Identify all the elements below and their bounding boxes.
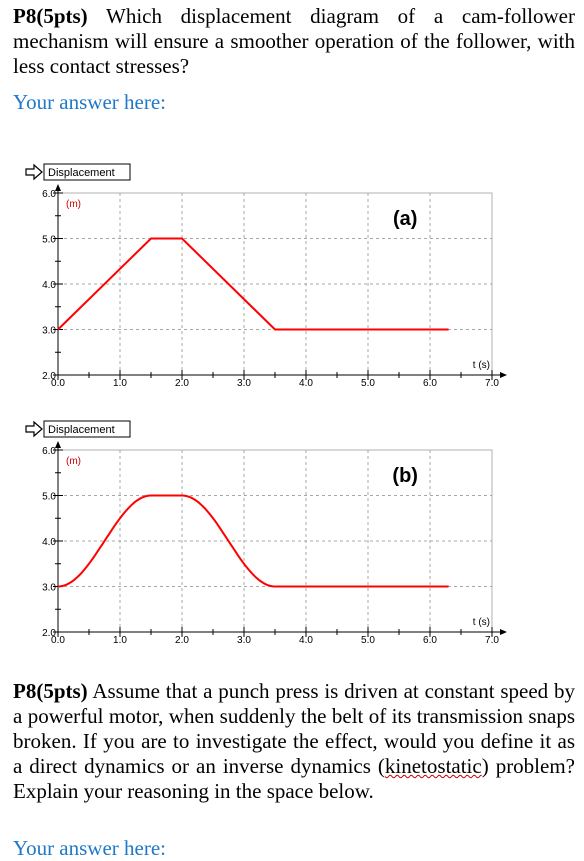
y-tick-label: 6.0 [42,446,56,457]
chart-tag: (a) [393,208,417,230]
y-tick-label: 3.0 [42,326,56,337]
y-axis-arrow [55,441,61,448]
chart-a: Displacement 0.0 1.0 2.0 3.0 4.0 5.0 6.0 7.0 2.0 3… [22,163,512,395]
y-tick-label: 4.0 [42,280,56,291]
arrow-right-icon [25,163,43,181]
x-tick-label: 0.0 [51,635,65,646]
x-tick-label: 0.0 [51,378,65,389]
y-tick-label: 5.0 [42,492,56,503]
x-tick-label: 1.0 [113,635,127,646]
x-tick-label: 3.0 [237,635,251,646]
legend-label: Displacement [48,424,115,436]
x-axis-arrow [500,372,507,378]
y-tick-label: 2.0 [42,628,56,639]
chart-b: Displacement 0.0 1.0 2.0 3.0 4.0 5.0 6.0 7.0 2.0 3… [22,420,512,652]
question-1-label: P8(5pts) [13,4,88,28]
x-tick-label: 6.0 [423,378,437,389]
y-tick-label: 6.0 [42,189,56,200]
x-tick-label: 7.0 [485,378,499,389]
x-tick-label: 4.0 [299,635,313,646]
x-tick-label: 5.0 [361,635,375,646]
question-2-underlined-word: kinetostatic [384,754,482,778]
x-tick-label: 5.0 [361,378,375,389]
question-2-label: P8(5pts) [13,679,88,703]
chart-a-svg: Displacement 0.0 1.0 2.0 3.0 4.0 5.0 6.0 7.0 2.0 3… [25,163,507,389]
y-tick-label: 4.0 [42,537,56,548]
x-tick-label: 6.0 [423,635,437,646]
question-2-text-after: ) problem? Explain your reasoning in the… [13,754,575,803]
chart-b-svg: Displacement 0.0 1.0 2.0 3.0 4.0 5.0 6.0 7.0 2.0 3… [25,420,507,646]
chart-tag: (b) [392,465,418,487]
question-2-text-before: Assume that a punch press is driven at c… [13,679,575,778]
x-axis-label: t (s) [473,617,490,628]
x-axis-arrow [500,629,507,635]
answer-field-2[interactable]: Your answer here: [13,836,166,860]
x-tick-label: 7.0 [485,635,499,646]
x-tick-label: 1.0 [113,378,127,389]
arrow-right-icon [25,420,43,438]
x-tick-label: 3.0 [237,378,251,389]
unit-label: (m) [66,199,81,210]
legend-box [43,420,131,438]
question-1: P8(5pts) Which displacement diagram of a… [13,4,575,79]
answer-field-1[interactable]: Your answer here: [13,90,166,114]
displacement-series-line [57,494,449,588]
unit-label: (m) [66,456,81,467]
y-tick-label: 5.0 [42,235,56,246]
displacement-series-line [57,237,449,331]
y-tick-label: 2.0 [42,371,56,382]
legend-label: Displacement [48,167,115,179]
y-tick-label: 3.0 [42,583,56,594]
y-axis-arrow [55,184,61,191]
x-tick-label: 2.0 [175,635,189,646]
x-axis-label: t (s) [473,360,490,371]
question-1-text: Which displacement diagram of a cam-foll… [13,4,575,78]
legend-box [43,163,131,181]
x-tick-label: 4.0 [299,378,313,389]
x-tick-label: 2.0 [175,378,189,389]
question-2: P8(5pts) Assume that a punch press is dr… [13,679,575,804]
